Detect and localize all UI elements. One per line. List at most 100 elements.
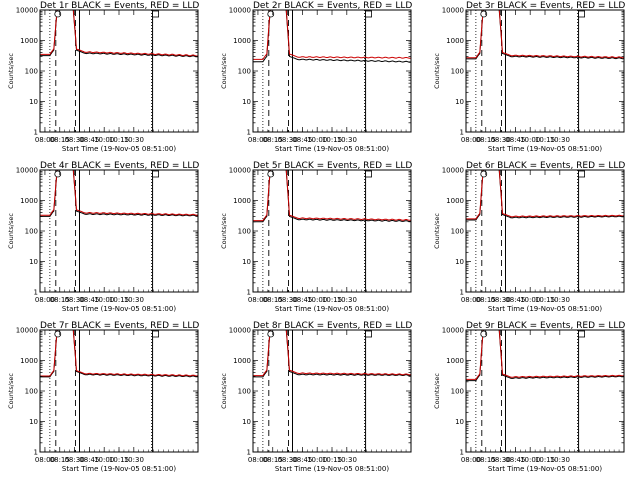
lld-series-line bbox=[40, 170, 198, 216]
panel-frame bbox=[252, 329, 412, 453]
panel-frame bbox=[465, 9, 625, 133]
events-series-line bbox=[253, 330, 411, 378]
x-tick-label: 10:30 bbox=[124, 136, 144, 144]
y-tick-label: 1 bbox=[34, 129, 38, 137]
x-tick-label: 10:30 bbox=[337, 456, 357, 464]
y-tick-label: 100 bbox=[238, 228, 251, 236]
x-tick-label: 10:15 bbox=[109, 296, 129, 304]
x-tick-label: 08:30 bbox=[64, 296, 84, 304]
square-marker bbox=[152, 170, 159, 178]
panel-6: Det 6r BLACK = Events, RED = LLD 1 10 100 10… bbox=[433, 161, 625, 313]
x-tick-label: 08:30 bbox=[490, 456, 510, 464]
panel-8: Det 8r BLACK = Events, RED = LLD 1 10 100 10… bbox=[220, 321, 412, 473]
x-tick-label: 10:00 bbox=[94, 296, 114, 304]
x-tick-label: 10:00 bbox=[307, 296, 327, 304]
x-axis-label: Start Time (19-Nov-05 08:51:00) bbox=[488, 145, 602, 153]
circle-marker bbox=[480, 170, 488, 178]
y-tick-label: 10000 bbox=[442, 167, 464, 175]
x-tick-label: 08:15 bbox=[263, 296, 283, 304]
x-axis-label: Start Time (19-Nov-05 08:51:00) bbox=[275, 145, 389, 153]
panel-frame bbox=[39, 329, 199, 453]
square-marker bbox=[152, 10, 159, 18]
y-tick-label: 1 bbox=[247, 449, 251, 457]
panel-title: Det 8r BLACK = Events, RED = LLD bbox=[253, 321, 412, 331]
panel-title: Det 1r BLACK = Events, RED = LLD bbox=[40, 1, 199, 11]
y-tick-label: 1 bbox=[34, 449, 38, 457]
y-tick-label: 1000 bbox=[233, 357, 251, 365]
events-series-line bbox=[40, 10, 198, 58]
x-tick-label: 10:30 bbox=[550, 136, 570, 144]
x-tick-label: 08:00 bbox=[35, 456, 55, 464]
square-marker bbox=[152, 330, 159, 338]
panel-frame bbox=[39, 169, 199, 293]
x-tick-label: 10:30 bbox=[550, 456, 570, 464]
y-tick-label: 10 bbox=[242, 418, 251, 426]
events-series-line bbox=[466, 170, 624, 221]
y-tick-label: 10 bbox=[455, 98, 464, 106]
y-tick-label: 100 bbox=[238, 68, 251, 76]
y-tick-label: 100 bbox=[25, 68, 38, 76]
circle-marker bbox=[267, 10, 275, 18]
lld-series-line bbox=[253, 10, 411, 60]
events-series-line bbox=[253, 10, 411, 63]
square-marker bbox=[365, 10, 372, 18]
x-tick-label: 08:00 bbox=[248, 136, 268, 144]
y-axis-label: Counts/sec bbox=[7, 53, 15, 89]
x-tick-label: 08:30 bbox=[277, 136, 297, 144]
square-marker bbox=[578, 10, 585, 18]
x-tick-label: 10:00 bbox=[520, 136, 540, 144]
x-tick-label: 08:30 bbox=[64, 456, 84, 464]
y-tick-label: 100 bbox=[25, 228, 38, 236]
panel-7: Det 7r BLACK = Events, RED = LLD 1 10 100 10… bbox=[7, 321, 199, 473]
x-tick-label: 10:30 bbox=[337, 136, 357, 144]
events-series-line bbox=[253, 170, 411, 223]
panel-2: Det 2r BLACK = Events, RED = LLD 1 10 100 10… bbox=[220, 1, 412, 153]
x-tick-label: 10:30 bbox=[550, 296, 570, 304]
y-tick-label: 1 bbox=[247, 129, 251, 137]
y-tick-label: 1000 bbox=[446, 37, 464, 45]
y-tick-label: 10 bbox=[242, 258, 251, 266]
y-tick-label: 10000 bbox=[16, 7, 38, 15]
panel-title: Det 4r BLACK = Events, RED = LLD bbox=[40, 161, 199, 171]
x-tick-label: 08:45 bbox=[505, 296, 525, 304]
circle-marker bbox=[480, 10, 488, 18]
x-tick-label: 08:15 bbox=[50, 456, 70, 464]
x-axis-label: Start Time (19-Nov-05 08:51:00) bbox=[62, 305, 176, 313]
x-tick-label: 10:00 bbox=[307, 136, 327, 144]
events-series-line bbox=[466, 10, 624, 60]
panel-3: Det 3r BLACK = Events, RED = LLD 1 10 100 10… bbox=[433, 1, 625, 153]
y-tick-label: 1 bbox=[460, 449, 464, 457]
x-tick-label: 08:00 bbox=[35, 136, 55, 144]
lld-series-line bbox=[466, 170, 624, 220]
square-marker bbox=[578, 170, 585, 178]
lld-series-line bbox=[466, 330, 624, 380]
y-axis-label: Counts/sec bbox=[7, 373, 15, 409]
lld-series-line bbox=[253, 170, 411, 222]
x-tick-label: 08:00 bbox=[35, 296, 55, 304]
x-tick-label: 10:30 bbox=[124, 456, 144, 464]
y-axis-label: Counts/sec bbox=[433, 213, 441, 249]
y-tick-label: 1000 bbox=[20, 357, 38, 365]
circle-marker bbox=[54, 170, 62, 178]
circle-marker bbox=[54, 10, 62, 18]
circle-marker bbox=[267, 170, 275, 178]
x-tick-label: 08:15 bbox=[476, 136, 496, 144]
panel-5: Det 5r BLACK = Events, RED = LLD 1 10 100 10… bbox=[220, 161, 412, 313]
x-tick-label: 10:15 bbox=[535, 296, 555, 304]
x-tick-label: 08:30 bbox=[490, 296, 510, 304]
lld-series-line bbox=[40, 10, 198, 57]
y-tick-label: 1000 bbox=[20, 197, 38, 205]
x-tick-label: 08:15 bbox=[476, 296, 496, 304]
x-tick-label: 08:15 bbox=[50, 136, 70, 144]
x-axis-label: Start Time (19-Nov-05 08:51:00) bbox=[275, 465, 389, 473]
y-tick-label: 1 bbox=[34, 289, 38, 297]
y-tick-label: 100 bbox=[451, 68, 464, 76]
x-tick-label: 08:30 bbox=[277, 296, 297, 304]
x-tick-label: 08:15 bbox=[263, 456, 283, 464]
panel-frame bbox=[252, 169, 412, 293]
y-tick-label: 10000 bbox=[229, 327, 251, 335]
x-tick-label: 10:15 bbox=[535, 456, 555, 464]
x-axis-label: Start Time (19-Nov-05 08:51:00) bbox=[488, 305, 602, 313]
x-tick-label: 08:45 bbox=[505, 136, 525, 144]
circle-marker bbox=[54, 330, 62, 338]
